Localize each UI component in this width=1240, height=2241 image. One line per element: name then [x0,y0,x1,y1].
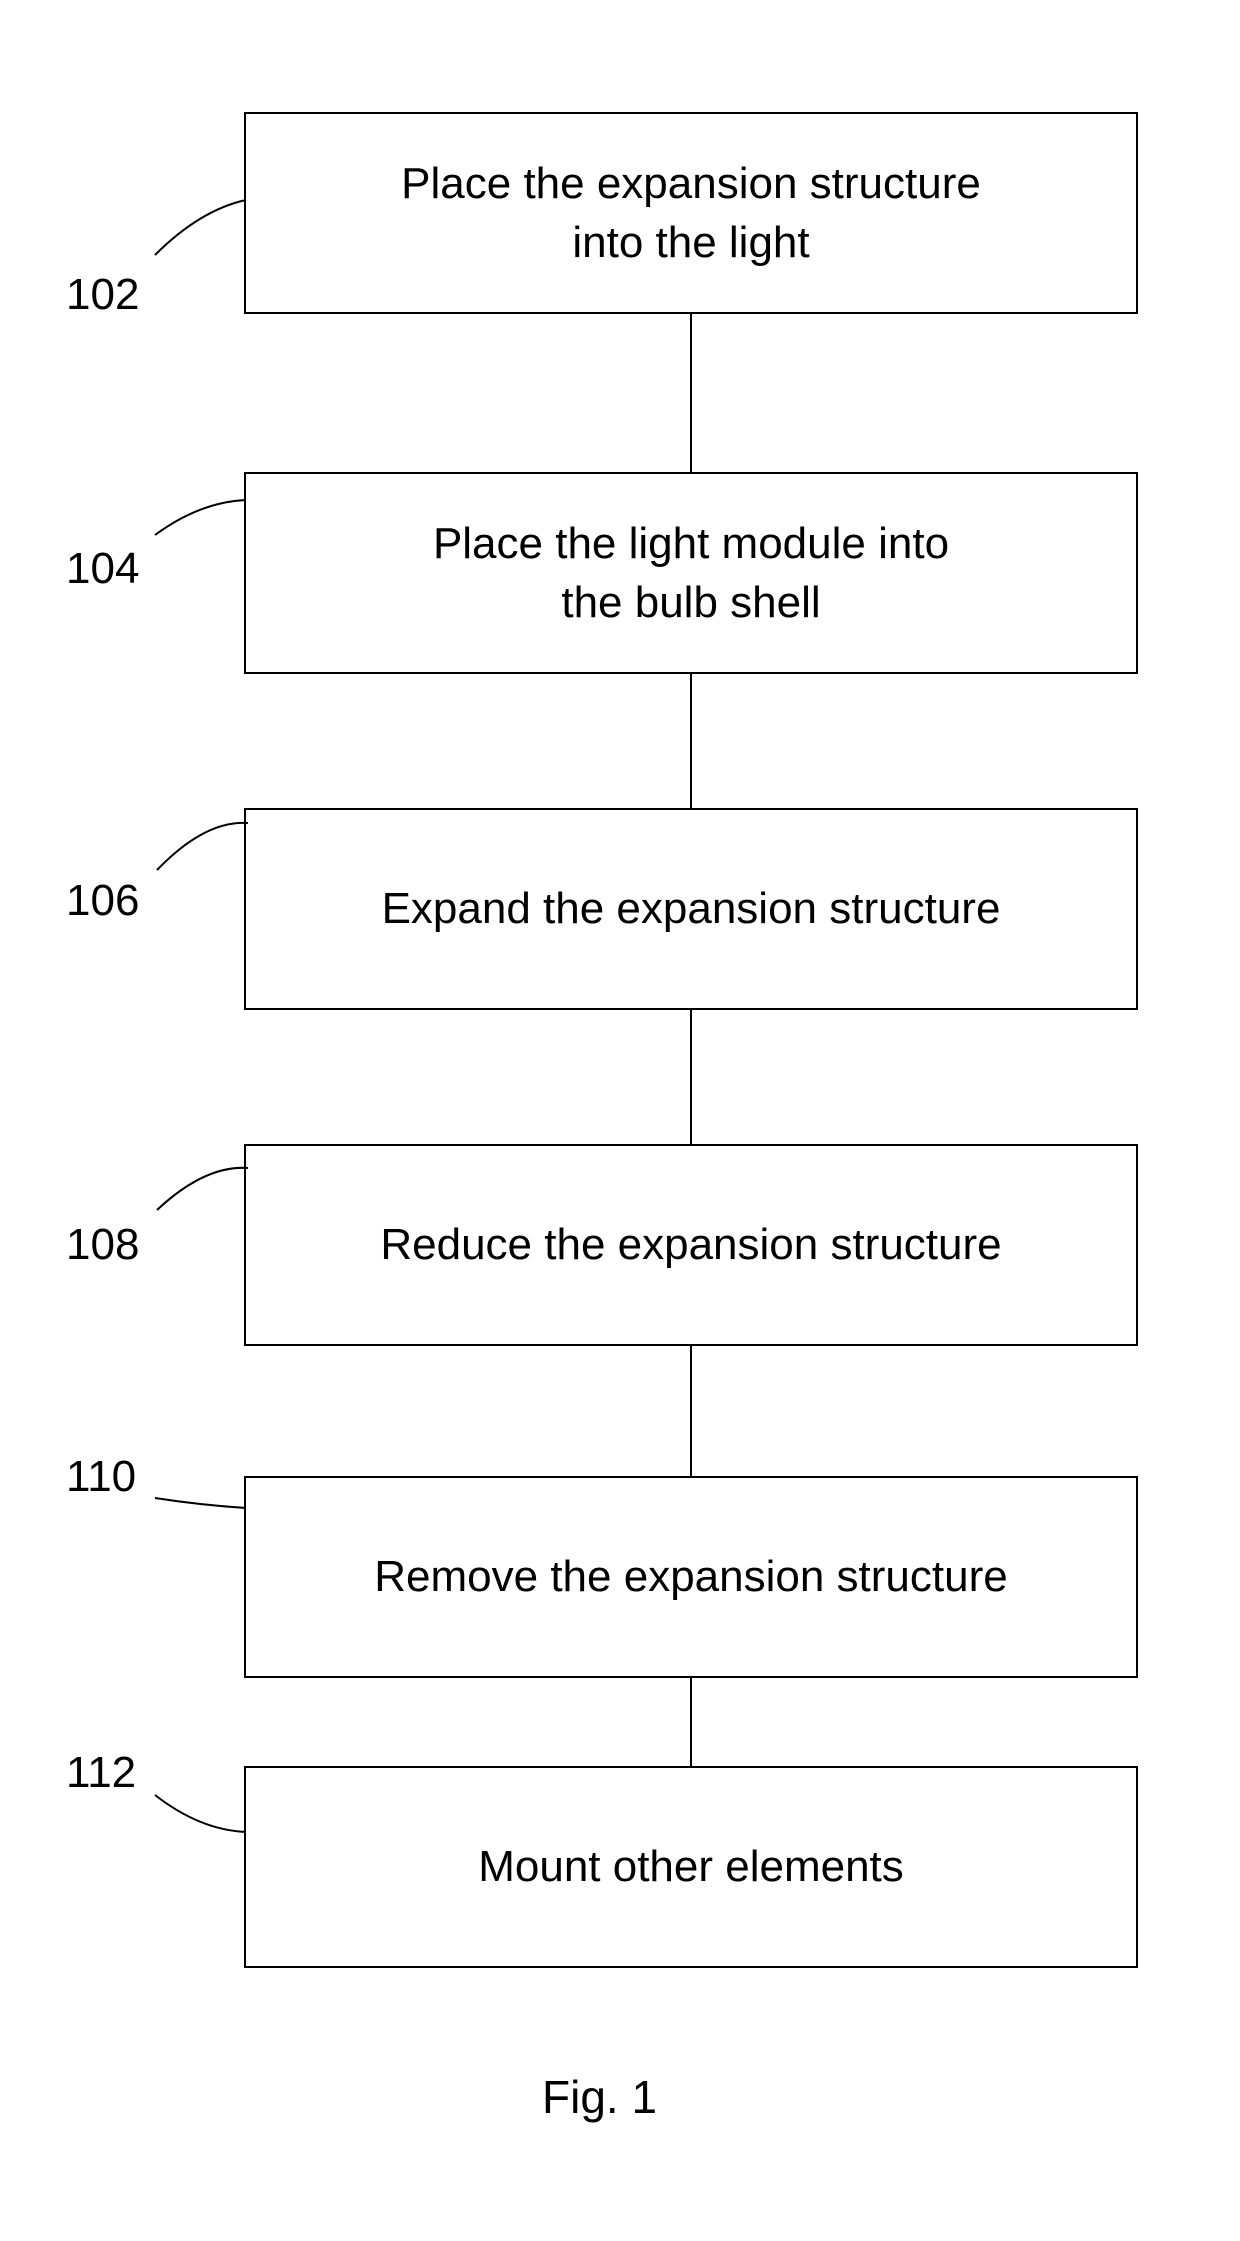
node-text: Place the light module intothe bulb shel… [433,514,949,633]
flowchart-node-110: Remove the expansion structure [244,1476,1138,1678]
node-text: Reduce the expansion structure [380,1215,1001,1274]
flowchart-edge [690,674,692,808]
node-text: Remove the expansion structure [374,1547,1007,1606]
leader-line-104 [0,400,300,700]
flowchart-node-106: Expand the expansion structure [244,808,1138,1010]
leader-line-102 [0,0,300,400]
leader-line-110 [0,1440,300,1590]
flowchart-container: Place the expansion structureinto the li… [0,0,1240,2241]
leader-line-108 [0,1100,300,1300]
node-text: Mount other elements [478,1837,904,1896]
flowchart-node-112: Mount other elements [244,1766,1138,1968]
leader-line-112 [0,1740,300,1890]
flowchart-edge [690,1010,692,1144]
figure-caption: Fig. 1 [542,2070,657,2124]
leader-line-106 [0,760,300,960]
node-text: Place the expansion structureinto the li… [401,154,981,273]
flowchart-node-108: Reduce the expansion structure [244,1144,1138,1346]
flowchart-edge [690,1346,692,1476]
flowchart-node-104: Place the light module intothe bulb shel… [244,472,1138,674]
node-text: Expand the expansion structure [382,879,1001,938]
flowchart-node-102: Place the expansion structureinto the li… [244,112,1138,314]
flowchart-edge [690,314,692,472]
flowchart-edge [690,1678,692,1766]
